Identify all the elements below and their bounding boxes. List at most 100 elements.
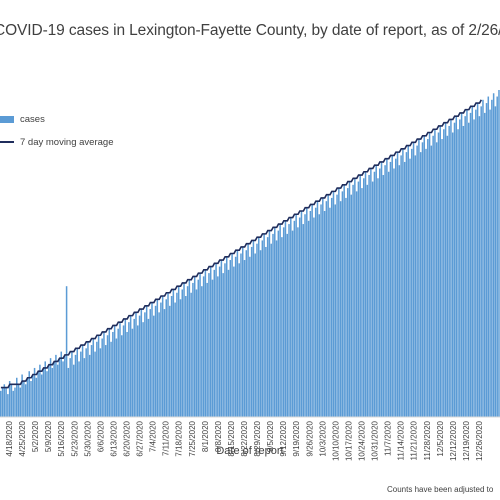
bar [345, 197, 347, 417]
bar [387, 171, 390, 417]
bar [391, 155, 393, 417]
bar [290, 217, 292, 417]
bar [55, 354, 57, 417]
bar [179, 299, 182, 417]
bar [92, 338, 95, 417]
bar [121, 335, 123, 417]
bar [133, 318, 135, 417]
bar [167, 292, 169, 417]
x-tick-label: 9/19/2020 [292, 420, 301, 456]
x-tick-label: 12/26/2020 [475, 420, 484, 461]
bar [37, 371, 39, 417]
bar [491, 99, 493, 417]
bar [213, 269, 216, 417]
bar [108, 328, 111, 417]
bar [218, 266, 221, 417]
bar [263, 233, 265, 417]
bar [314, 207, 317, 417]
x-tick-label: 11/14/2020 [397, 420, 406, 460]
bar [156, 299, 159, 417]
bar [183, 282, 185, 417]
bar [270, 243, 272, 417]
bar [325, 201, 328, 417]
bar [370, 168, 372, 417]
x-tick-label: 8/1/2020 [201, 420, 210, 452]
bar [234, 256, 237, 417]
bar [396, 152, 399, 417]
x-tick-label: 6/20/2020 [123, 420, 132, 456]
bar [405, 152, 408, 417]
bar [231, 253, 233, 417]
bar [44, 361, 46, 417]
bar [145, 305, 148, 417]
bar [21, 374, 23, 417]
bar [256, 243, 258, 417]
bar [467, 122, 470, 417]
bar [395, 158, 397, 418]
x-tick-label: 6/6/2020 [96, 420, 105, 452]
bar [300, 210, 303, 417]
bar [62, 361, 64, 417]
bar [428, 132, 431, 417]
bar [224, 263, 226, 417]
bar [144, 312, 146, 417]
bar [97, 335, 100, 417]
bar [81, 345, 84, 417]
bar [309, 210, 312, 417]
bar [69, 358, 71, 417]
bar [469, 112, 472, 417]
bar [137, 325, 139, 417]
bar [492, 93, 495, 418]
bar [489, 109, 491, 418]
x-tick-label: 10/31/2020 [371, 420, 380, 461]
bar [313, 217, 315, 417]
bar [380, 161, 383, 417]
bar [274, 227, 276, 417]
bar [446, 135, 449, 417]
x-tick-label: 5/23/2020 [70, 420, 79, 456]
bar [306, 207, 308, 417]
bar [126, 331, 128, 417]
x-tick-label: 6/13/2020 [109, 420, 118, 456]
bar [254, 253, 256, 417]
bar [487, 96, 490, 417]
bar [225, 256, 228, 417]
bar [206, 282, 208, 417]
bar [160, 302, 162, 417]
bar [252, 240, 255, 417]
bar [282, 227, 285, 417]
bar [131, 328, 134, 417]
bar [475, 109, 477, 418]
bar [261, 240, 264, 417]
bar [272, 233, 274, 417]
x-axis-label: Date of report [216, 445, 284, 457]
bar [245, 250, 248, 417]
bar [113, 325, 116, 417]
bar [437, 132, 440, 417]
bar [483, 112, 486, 417]
bar [236, 250, 239, 417]
bar [222, 273, 224, 417]
bar [459, 119, 461, 418]
bar [316, 201, 319, 417]
bar [227, 269, 230, 417]
x-tick-label: 7/4/2020 [149, 420, 158, 452]
bar [414, 155, 417, 417]
bar [90, 345, 93, 417]
bar [229, 260, 232, 417]
bar [346, 188, 349, 417]
bar [19, 387, 22, 417]
bar [94, 351, 96, 417]
bar [163, 309, 166, 417]
bar [434, 129, 436, 418]
bar [217, 276, 219, 417]
bar [329, 207, 331, 417]
bar [199, 273, 201, 417]
x-tick-labels: 4/18/2020 4/25/2020 5/2/2020 5/9/2020 5/16/2… [5, 420, 484, 461]
bar [297, 227, 299, 417]
bar [85, 348, 87, 417]
bar [12, 390, 14, 417]
bar [496, 96, 498, 417]
x-tick-label: 11/28/2020 [423, 420, 432, 460]
